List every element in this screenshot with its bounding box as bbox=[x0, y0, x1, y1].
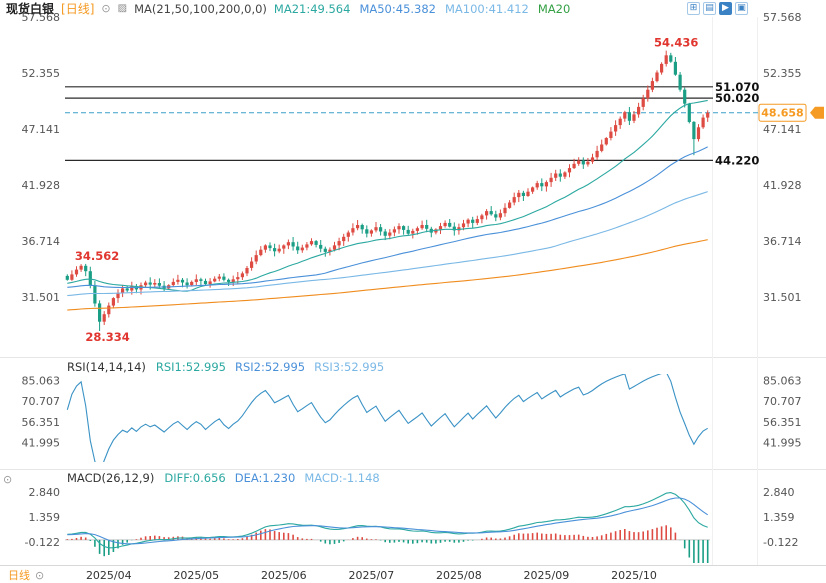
svg-text:31.501: 31.501 bbox=[763, 291, 802, 304]
svg-text:28.334: 28.334 bbox=[85, 330, 129, 344]
svg-text:52.355: 52.355 bbox=[22, 67, 61, 80]
svg-text:47.141: 47.141 bbox=[763, 123, 802, 136]
svg-text:44.220: 44.220 bbox=[715, 153, 759, 167]
svg-text:-0.122: -0.122 bbox=[763, 536, 798, 549]
svg-text:34.562: 34.562 bbox=[75, 249, 119, 263]
svg-text:41.995: 41.995 bbox=[763, 437, 802, 450]
svg-text:85.063: 85.063 bbox=[22, 375, 61, 388]
rsi-value-2: RSI3:52.995 bbox=[314, 360, 385, 374]
chart-toolbar: ⊞ ▤ ▶ ▣ bbox=[687, 2, 748, 15]
macd-values: DIFF:0.656 DEA:1.230 MACD:-1.148 bbox=[164, 471, 379, 485]
period-tag: [日线] bbox=[61, 2, 95, 16]
chart-style-icon[interactable]: ▶ bbox=[719, 2, 732, 15]
fullscreen-icon[interactable]: ▣ bbox=[735, 2, 748, 15]
macd-settings-icon[interactable]: ⊙ bbox=[3, 473, 13, 486]
svg-text:41.928: 41.928 bbox=[763, 179, 802, 192]
indicator-panel-icon[interactable]: ▤ bbox=[703, 2, 716, 15]
svg-text:52.355: 52.355 bbox=[763, 67, 802, 80]
macd-value-1: DEA:1.230 bbox=[234, 471, 296, 485]
svg-text:47.141: 47.141 bbox=[22, 123, 61, 136]
svg-text:1.359: 1.359 bbox=[29, 511, 61, 524]
svg-text:2.840: 2.840 bbox=[29, 486, 61, 499]
chart-header: 现货白银 [日线] ⊙ ▨ MA(21,50,100,200,0,0) MA21… bbox=[6, 1, 570, 17]
svg-text:85.063: 85.063 bbox=[763, 375, 802, 388]
svg-text:2025/06: 2025/06 bbox=[261, 569, 307, 582]
svg-text:41.995: 41.995 bbox=[22, 437, 61, 450]
svg-text:56.351: 56.351 bbox=[22, 416, 61, 429]
macd-header: MACD(26,12,9) DIFF:0.656 DEA:1.230 MACD:-1… bbox=[67, 471, 380, 485]
svg-text:2025/07: 2025/07 bbox=[349, 569, 395, 582]
footer-period-label[interactable]: 日线 bbox=[8, 569, 30, 582]
ma-value-2: MA100:41.412 bbox=[445, 1, 529, 16]
svg-text:2025/05: 2025/05 bbox=[173, 569, 219, 582]
rsi-value-0: RSI1:52.995 bbox=[155, 360, 226, 374]
svg-text:-0.122: -0.122 bbox=[25, 536, 60, 549]
svg-text:48.658: 48.658 bbox=[761, 107, 803, 120]
macd-value-0: DIFF:0.656 bbox=[164, 471, 226, 485]
rsi-header: RSI(14,14,14) RSI1:52.995 RSI2:52.995 RSI3… bbox=[67, 360, 384, 374]
svg-text:57.568: 57.568 bbox=[763, 11, 802, 24]
macd-title[interactable]: MACD(26,12,9) bbox=[67, 471, 155, 485]
footer-bar: 日线 ⊙ bbox=[8, 567, 44, 583]
svg-text:70.707: 70.707 bbox=[22, 395, 61, 408]
svg-text:2025/04: 2025/04 bbox=[86, 569, 132, 582]
svg-text:2025/09: 2025/09 bbox=[524, 569, 570, 582]
ma-value-1: MA50:45.382 bbox=[359, 1, 436, 16]
svg-text:56.351: 56.351 bbox=[763, 416, 802, 429]
rsi-values: RSI1:52.995 RSI2:52.995 RSI3:52.995 bbox=[156, 360, 384, 374]
svg-text:2025/10: 2025/10 bbox=[611, 569, 657, 582]
macd-value-2: MACD:-1.148 bbox=[304, 471, 380, 485]
svg-text:54.436: 54.436 bbox=[654, 36, 698, 50]
footer-settings-icon[interactable]: ⊙ bbox=[35, 568, 45, 582]
ma-value-3: MA20 bbox=[537, 1, 571, 16]
svg-text:57.568: 57.568 bbox=[22, 11, 61, 24]
svg-text:2.840: 2.840 bbox=[763, 486, 795, 499]
svg-text:1.359: 1.359 bbox=[763, 511, 795, 524]
svg-text:41.928: 41.928 bbox=[22, 179, 61, 192]
svg-text:50.020: 50.020 bbox=[715, 91, 759, 105]
svg-text:51.070: 51.070 bbox=[715, 80, 759, 94]
ma-value-0: MA21:49.564 bbox=[273, 1, 351, 16]
ma-values: MA21:49.564 MA50:45.382 MA100:41.412 MA20 bbox=[274, 2, 570, 16]
svg-text:36.714: 36.714 bbox=[763, 235, 802, 248]
ma-indicator-icon: ▨ bbox=[117, 3, 128, 14]
svg-text:31.501: 31.501 bbox=[22, 291, 61, 304]
symbol-settings-icon[interactable]: ⊙ bbox=[101, 2, 111, 15]
svg-text:2025/08: 2025/08 bbox=[436, 569, 482, 582]
symbol-name: 现货白银 bbox=[6, 2, 55, 16]
svg-text:36.714: 36.714 bbox=[22, 235, 61, 248]
ma-settings-label[interactable]: MA(21,50,100,200,0,0) bbox=[134, 1, 267, 16]
rsi-value-1: RSI2:52.995 bbox=[235, 360, 306, 374]
rsi-title[interactable]: RSI(14,14,14) bbox=[67, 360, 146, 374]
grid-layout-icon[interactable]: ⊞ bbox=[687, 2, 700, 15]
svg-text:70.707: 70.707 bbox=[763, 395, 802, 408]
